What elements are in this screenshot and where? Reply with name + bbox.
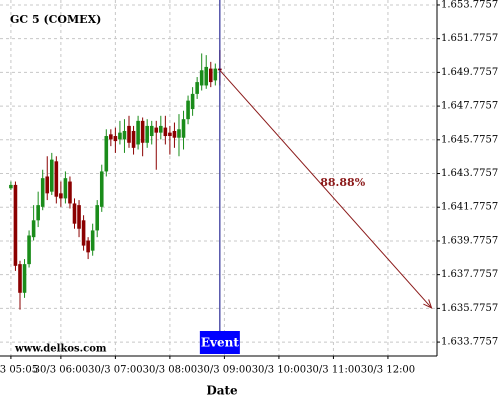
y-tick-label: 1.641.7757 <box>441 202 498 213</box>
candle-body <box>18 264 22 293</box>
grid <box>0 0 437 356</box>
candle-body <box>208 68 213 83</box>
candle-body <box>95 205 100 231</box>
projection-label: 88.88% <box>320 176 365 189</box>
candle-body <box>186 100 190 120</box>
x-tick-label: 30/3 06:00 <box>34 365 88 376</box>
candle-body <box>86 240 90 253</box>
x-tick-label: 30/3 09:00 <box>197 365 251 376</box>
candle-body <box>122 130 127 140</box>
candle-body <box>13 184 18 266</box>
x-tick-label: 30/3 12:00 <box>361 365 415 376</box>
candle-body <box>36 205 40 221</box>
candle-body <box>145 125 149 143</box>
candle-body <box>104 136 109 172</box>
candle-body <box>31 220 36 238</box>
candle-body <box>113 136 118 142</box>
candle-body <box>181 119 186 138</box>
candle-body <box>172 130 177 138</box>
candle-body <box>199 70 204 86</box>
candle-body <box>190 93 195 110</box>
candle-body <box>45 176 50 194</box>
candle-body <box>72 203 77 224</box>
x-axis-label: Date <box>206 384 238 398</box>
y-tick-label: 1.639.7757 <box>441 235 498 246</box>
y-tick-label: 1.651.7757 <box>441 33 498 44</box>
event-label: Event <box>201 336 239 350</box>
candle-body <box>63 178 68 199</box>
candle-body <box>118 132 122 140</box>
y-tick-label: 1.645.7757 <box>441 134 498 145</box>
y-tick-label: 1.643.7757 <box>441 168 498 179</box>
candle-body <box>168 132 172 137</box>
x-tick-label: 30/3 10:00 <box>252 365 306 376</box>
candle-body <box>149 125 154 137</box>
candle-body <box>59 193 63 199</box>
y-tick-label: 1.649.7757 <box>441 67 498 78</box>
candle-body <box>54 161 59 197</box>
watermark: www.delkos.com <box>14 344 107 355</box>
candles <box>9 50 222 310</box>
x-tick-label: 30/3 05:05 <box>0 365 38 376</box>
candle-body <box>40 178 45 207</box>
candle-body <box>131 130 136 148</box>
candle-body <box>177 129 181 138</box>
candle-body <box>127 125 131 143</box>
candle-body <box>27 235 31 265</box>
candle-body <box>204 66 209 86</box>
candle-body <box>140 120 145 143</box>
candle-body <box>99 171 104 207</box>
candle-body <box>136 120 140 145</box>
candle-body <box>9 184 13 189</box>
candle-body <box>159 125 163 133</box>
candle-body <box>163 127 168 137</box>
y-tick-label: 1.637.7757 <box>441 269 498 280</box>
x-tick-label: 30/3 07:00 <box>88 365 142 376</box>
y-tick-label: 1.647.7757 <box>441 101 498 112</box>
candle-body <box>77 205 81 229</box>
candle-body <box>213 68 218 81</box>
y-tick-label: 1.653.7757 <box>441 0 498 10</box>
candle-body <box>49 159 54 192</box>
x-tick-label: 30/3 08:00 <box>143 365 197 376</box>
x-tick-label: 30/3 11:00 <box>306 365 360 376</box>
candle-body <box>109 134 113 140</box>
candle-body <box>154 127 159 133</box>
projection-arrow <box>219 69 432 309</box>
y-tick-label: 1.633.7757 <box>441 337 498 348</box>
candle-body <box>81 220 86 246</box>
candle-body <box>68 181 72 204</box>
event-box <box>199 331 240 354</box>
y-tick-label: 1.635.7757 <box>441 303 498 314</box>
candle-body <box>195 82 199 94</box>
arrow-head <box>423 299 433 309</box>
candle-body <box>22 264 27 293</box>
chart-title: GC 5 (COMEX) <box>10 13 101 26</box>
candle-body <box>90 230 95 251</box>
